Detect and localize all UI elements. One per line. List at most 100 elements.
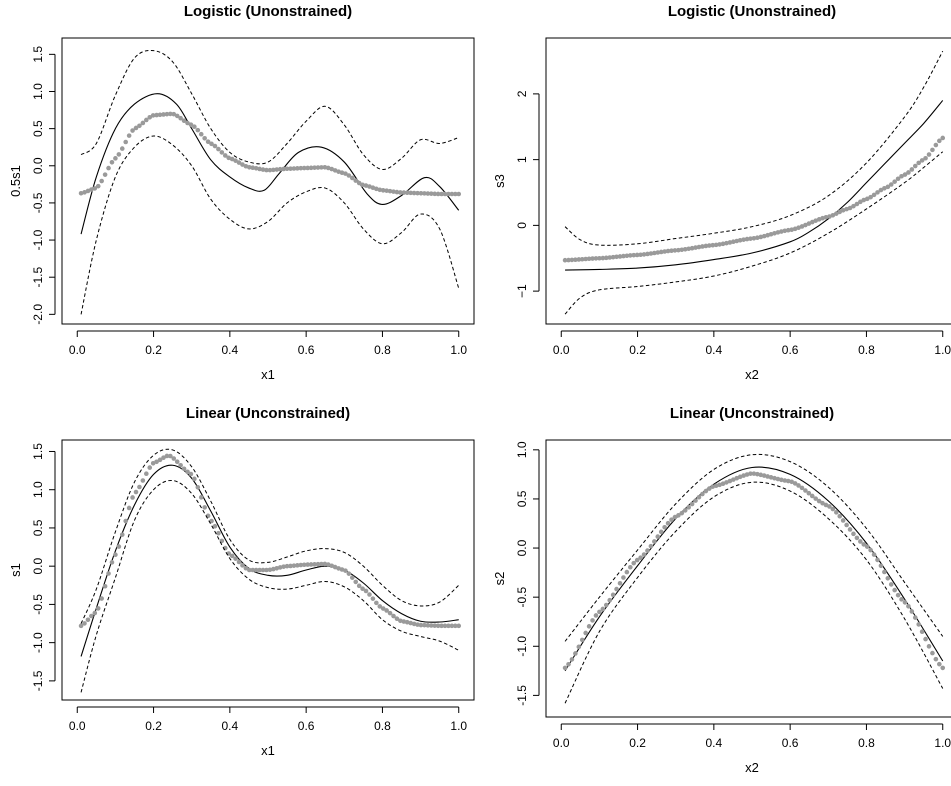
estimate-point — [621, 253, 626, 259]
estimate-point — [92, 610, 98, 616]
estimate-point — [422, 191, 427, 196]
x-tick-label: 0.6 — [782, 343, 799, 357]
estimate-point — [583, 256, 588, 262]
estimate-point — [301, 165, 307, 171]
estimate-point — [579, 256, 585, 262]
estimate-point — [607, 255, 613, 260]
estimate-point — [140, 120, 146, 126]
estimate-point — [236, 160, 242, 165]
estimate-point — [655, 250, 661, 255]
x-tick-label: 0.8 — [858, 736, 875, 750]
estimate-point — [782, 478, 788, 483]
estimate-point — [264, 167, 269, 173]
y-tick-label: -2.0 — [31, 304, 45, 325]
estimate-point — [168, 111, 173, 117]
estimate-point — [188, 471, 194, 477]
estimate-point — [768, 475, 774, 480]
estimate-point — [689, 245, 695, 251]
estimate-point — [284, 166, 290, 172]
estimate-point — [823, 502, 829, 508]
estimate-point — [576, 257, 582, 262]
estimate-point — [253, 567, 259, 573]
estimate-point — [755, 471, 760, 477]
estimate-point — [274, 167, 280, 172]
estimate-point — [78, 623, 84, 629]
plot-area — [78, 49, 462, 315]
estimate-point — [844, 522, 849, 528]
lower-confidence-band — [564, 481, 944, 704]
estimate-point — [631, 252, 637, 258]
estimate-point — [212, 143, 218, 149]
estimate-point — [731, 239, 736, 245]
estimate-point — [676, 513, 681, 518]
estimate-point — [573, 651, 578, 656]
estimate-point — [195, 485, 201, 490]
y-tick-label: -1.0 — [31, 632, 45, 653]
estimate-point — [271, 566, 276, 572]
estimate-point — [95, 183, 101, 189]
estimate-point — [99, 596, 104, 601]
estimate-point — [727, 478, 733, 484]
estimate-point — [603, 255, 609, 261]
estimate-point — [895, 592, 901, 598]
estimate-point — [78, 190, 84, 196]
chart-title: Logistic (Unonstrained) — [184, 3, 352, 20]
y-tick-label: 1.0 — [31, 481, 45, 498]
plot-area — [562, 453, 946, 704]
estimate-point — [113, 552, 118, 558]
estimate-point — [102, 583, 108, 589]
estimate-point — [638, 252, 643, 258]
estimate-point — [116, 152, 122, 157]
estimate-point — [638, 555, 643, 561]
estimate-point — [346, 173, 352, 178]
estimate-point — [923, 636, 928, 642]
estimate-point — [593, 256, 599, 261]
estimate-point — [930, 650, 935, 656]
x-tick-label: 0.0 — [553, 343, 570, 357]
y-tick-label: 0.5 — [31, 120, 45, 137]
estimate-point — [902, 172, 908, 177]
estimate-point — [597, 609, 602, 615]
estimate-point — [119, 146, 125, 151]
estimate-point — [380, 606, 386, 611]
estimate-point — [600, 606, 606, 612]
estimate-point — [401, 619, 407, 624]
estimate-point — [356, 583, 362, 589]
estimate-point — [216, 530, 221, 536]
x-tick-label: 1.0 — [934, 343, 951, 357]
chart-panel-3: Linear (Unconstrained) 0.0 0.2 0.4 0.6 0.8 1.0… — [8, 405, 475, 758]
x-tick-label: 0.6 — [298, 343, 315, 357]
estimate-point — [109, 159, 115, 165]
estimate-point — [888, 182, 894, 187]
estimate-point — [106, 165, 111, 171]
x-tick-label: 1.0 — [934, 736, 951, 750]
estimate-point — [864, 544, 870, 549]
estimate-point — [679, 510, 685, 516]
estimate-point — [439, 191, 444, 197]
estimate-point — [717, 242, 722, 247]
estimate-series — [78, 111, 462, 197]
estimate-point — [418, 190, 424, 196]
y-tick-label: -1.0 — [31, 229, 45, 250]
estimate-point — [446, 191, 451, 197]
true-function-line — [80, 93, 460, 235]
estimate-point — [343, 568, 348, 573]
estimate-point — [607, 597, 613, 603]
estimate-point — [593, 613, 599, 618]
estimate-point — [446, 623, 451, 629]
estimate-point — [662, 249, 667, 254]
estimate-point — [830, 213, 836, 218]
estimate-point — [398, 618, 403, 624]
estimate-point — [319, 561, 324, 567]
estimate-point — [885, 184, 891, 190]
estimate-point — [672, 248, 678, 253]
estimate-point — [875, 190, 880, 195]
estimate-point — [617, 254, 623, 259]
estimate-point — [428, 191, 434, 196]
estimate-point — [737, 238, 743, 243]
plot-area — [78, 448, 462, 693]
estimate-point — [669, 248, 674, 253]
estimate-point — [387, 188, 393, 194]
y-tick-label: -1.0 — [515, 636, 529, 657]
estimate-point — [264, 567, 269, 573]
